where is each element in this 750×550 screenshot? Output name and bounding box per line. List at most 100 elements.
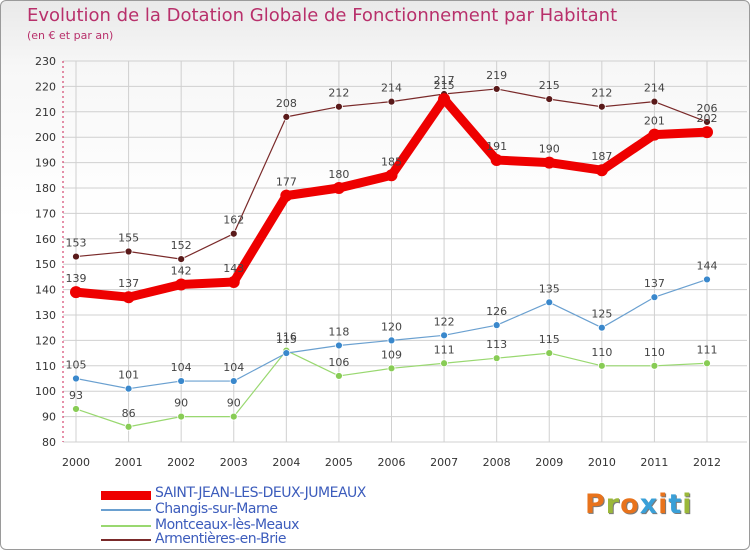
chart-subtitle: (en € et par an) bbox=[27, 29, 114, 42]
legend-swatch bbox=[101, 509, 151, 511]
data-label: 152 bbox=[171, 239, 192, 252]
data-label: 139 bbox=[66, 272, 87, 285]
data-point bbox=[595, 164, 608, 177]
y-tick-label: 150 bbox=[35, 258, 56, 271]
data-label: 162 bbox=[223, 214, 244, 227]
data-point bbox=[387, 336, 396, 345]
data-label: 109 bbox=[381, 348, 402, 361]
data-point bbox=[545, 298, 554, 307]
data-point bbox=[545, 95, 554, 103]
y-tick-label: 210 bbox=[35, 106, 56, 119]
data-label: 143 bbox=[223, 262, 244, 275]
y-tick-label: 180 bbox=[35, 182, 56, 195]
x-tick-label: 2012 bbox=[693, 456, 721, 469]
data-label: 212 bbox=[328, 87, 349, 100]
data-point bbox=[597, 323, 606, 332]
data-point bbox=[597, 361, 606, 370]
y-tick-label: 90 bbox=[42, 411, 56, 424]
data-label: 202 bbox=[697, 112, 718, 125]
data-point bbox=[175, 278, 188, 291]
data-label: 113 bbox=[486, 338, 507, 351]
chart-title: Evolution de la Dotation Globale de Fonc… bbox=[27, 5, 618, 26]
legend-swatch bbox=[101, 539, 151, 541]
data-label: 153 bbox=[66, 237, 87, 250]
data-point bbox=[335, 372, 343, 380]
data-point bbox=[124, 247, 133, 256]
data-point bbox=[650, 97, 659, 106]
data-label: 144 bbox=[697, 259, 718, 272]
data-point bbox=[703, 118, 711, 126]
x-tick-label: 2007 bbox=[430, 456, 458, 469]
data-point bbox=[597, 102, 606, 111]
data-label: 106 bbox=[328, 356, 349, 369]
data-label: 93 bbox=[69, 389, 83, 402]
y-tick-label: 80 bbox=[42, 436, 56, 449]
y-tick-label: 120 bbox=[35, 334, 56, 347]
y-tick-label: 190 bbox=[35, 157, 56, 170]
x-tick-label: 2006 bbox=[378, 456, 406, 469]
data-point bbox=[229, 377, 238, 385]
data-label: 116 bbox=[276, 331, 297, 344]
logo-letter: o bbox=[620, 489, 640, 520]
data-point bbox=[545, 349, 554, 358]
data-point bbox=[72, 374, 80, 383]
data-point bbox=[440, 331, 448, 340]
y-tick-label: 110 bbox=[35, 360, 56, 373]
y-tick-label: 170 bbox=[35, 207, 56, 220]
data-label: 111 bbox=[697, 343, 718, 356]
data-point bbox=[124, 422, 133, 431]
data-point bbox=[385, 169, 398, 182]
data-point bbox=[650, 361, 659, 370]
data-label: 137 bbox=[644, 277, 665, 290]
data-point bbox=[650, 293, 659, 302]
legend-label: SAINT-JEAN-LES-DEUX-JUMEAUX bbox=[155, 485, 366, 501]
data-label: 215 bbox=[539, 79, 560, 92]
data-label: 115 bbox=[276, 333, 297, 346]
data-point bbox=[229, 412, 238, 421]
logo-letter: t bbox=[668, 489, 683, 520]
data-point bbox=[492, 354, 501, 363]
logo-letter: i bbox=[682, 489, 693, 520]
x-tick-label: 2009 bbox=[535, 456, 563, 469]
x-tick-label: 2008 bbox=[483, 456, 511, 469]
data-point bbox=[229, 229, 238, 238]
data-point bbox=[177, 377, 186, 385]
legend-swatch bbox=[101, 525, 151, 527]
legend-label: Armentières-en-Brie bbox=[155, 531, 287, 547]
data-point bbox=[490, 154, 503, 167]
legend-label: Montceaux-lès-Meaux bbox=[155, 517, 299, 533]
proxiti-logo: Proxiti bbox=[585, 489, 693, 520]
logo-letter: i bbox=[658, 489, 669, 520]
data-point bbox=[124, 384, 133, 393]
data-point bbox=[72, 405, 80, 413]
data-label: 214 bbox=[644, 82, 665, 95]
x-tick-label: 2001 bbox=[115, 456, 143, 469]
data-point bbox=[703, 275, 711, 284]
data-label: 187 bbox=[591, 150, 612, 163]
data-label: 217 bbox=[434, 74, 455, 87]
data-point bbox=[387, 97, 396, 106]
data-label: 212 bbox=[591, 87, 612, 100]
data-label: 118 bbox=[328, 325, 349, 338]
data-point bbox=[387, 364, 396, 373]
x-tick-label: 2010 bbox=[588, 456, 616, 469]
data-label: 190 bbox=[539, 143, 560, 156]
x-tick-label: 2002 bbox=[167, 456, 195, 469]
x-tick-label: 2000 bbox=[62, 456, 90, 469]
y-tick-label: 160 bbox=[35, 233, 56, 246]
x-tick-label: 2011 bbox=[640, 456, 668, 469]
data-label: 125 bbox=[591, 308, 612, 321]
data-point bbox=[72, 252, 80, 261]
data-label: 219 bbox=[486, 69, 507, 82]
data-point bbox=[282, 112, 291, 121]
y-tick-label: 130 bbox=[35, 309, 56, 322]
data-point bbox=[440, 359, 448, 368]
data-label: 206 bbox=[697, 102, 718, 115]
data-label: 86 bbox=[122, 407, 136, 420]
data-label: 110 bbox=[591, 346, 612, 359]
data-label: 115 bbox=[539, 333, 560, 346]
data-label: 137 bbox=[118, 277, 139, 290]
data-point bbox=[492, 85, 501, 93]
data-label: 208 bbox=[276, 97, 297, 110]
data-point bbox=[492, 321, 501, 330]
